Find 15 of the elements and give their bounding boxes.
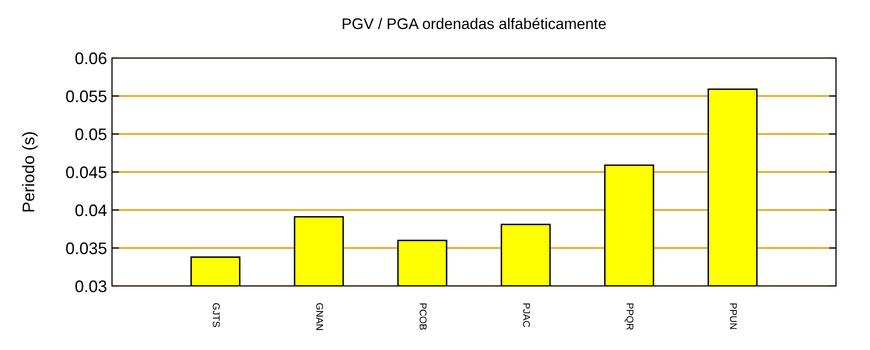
y-axis-title: Periodo (s) [22,132,38,212]
x-tick-label: GJTS [212,303,220,328]
chart-title: PGV / PGA ordenadas alfabéticamente [342,18,606,30]
x-tick-label: PPQR [624,303,634,330]
y-tick-label: 0.06 [75,52,106,64]
y-tick-label: 0.035 [66,242,106,254]
x-tick-label: GNAN [316,303,324,330]
x-tick-label: PCOB [420,303,427,330]
y-tick-label: 0.04 [75,204,107,216]
x-tick-label: PJAC [523,303,530,328]
y-tick-label: 0.055 [66,90,106,102]
y-tick-label: 0.03 [75,280,106,292]
x-tick-label: PPUN [730,303,737,329]
y-tick-label: 0.045 [66,166,106,178]
y-tick-label: 0.05 [75,128,106,140]
